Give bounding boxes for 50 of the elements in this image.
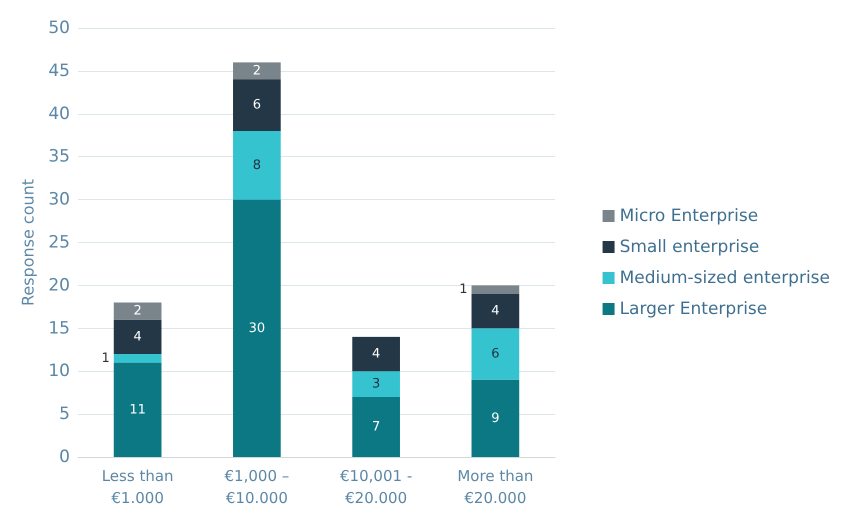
y-tick-label: 10 xyxy=(48,361,70,382)
bar xyxy=(233,62,281,80)
data-label: 30 xyxy=(248,320,266,336)
y-tick-label: 25 xyxy=(48,232,70,252)
data-label: 4 xyxy=(372,346,380,362)
data-label: 8 xyxy=(252,158,262,173)
data-label: 7 xyxy=(372,419,380,434)
bar xyxy=(472,328,520,380)
y-axis-title: Response count xyxy=(18,178,38,306)
data-label: 4 xyxy=(133,329,142,344)
bar xyxy=(352,336,400,372)
data-label: 9 xyxy=(491,410,500,426)
y-tick-label: 5 xyxy=(59,404,70,424)
x-tick-label: Less than €1.000 xyxy=(102,467,174,507)
legend-label: Micro Enterprise xyxy=(620,206,758,226)
legend-label: Medium-sized enterprise xyxy=(620,268,830,288)
bar xyxy=(114,354,162,363)
data-label: 6 xyxy=(491,346,500,362)
bar xyxy=(472,294,520,328)
bar xyxy=(472,285,520,294)
data-label: 11 xyxy=(129,402,146,418)
bar xyxy=(233,130,281,200)
data-label: 4 xyxy=(491,304,500,319)
bar xyxy=(233,200,281,457)
y-tick-label: 15 xyxy=(48,318,70,338)
data-label: 2 xyxy=(252,63,262,78)
y-tick-label: 40 xyxy=(48,104,70,124)
y-tick-label: 20 xyxy=(48,275,70,296)
bar xyxy=(233,79,281,131)
legend-label: Larger Enterprise xyxy=(620,299,768,319)
data-label: 1 xyxy=(459,282,468,298)
y-tick-label: 45 xyxy=(48,60,70,81)
y-tick-label: 35 xyxy=(48,146,70,167)
bar xyxy=(114,362,162,457)
x-tick-label: €1,000 – €10.000 xyxy=(224,467,290,507)
data-label: 3 xyxy=(372,376,380,392)
bar xyxy=(114,302,162,320)
bar xyxy=(352,371,400,397)
data-label: 2 xyxy=(133,304,142,319)
x-tick-label: €10,001 - €20.000 xyxy=(340,467,412,507)
y-tick-label: 50 xyxy=(48,18,70,38)
data-label: 1 xyxy=(101,350,110,366)
bar xyxy=(352,396,400,457)
legend-label: Small enterprise xyxy=(620,237,760,257)
x-tick-label: More than €20.000 xyxy=(457,467,534,507)
data-label: 6 xyxy=(252,98,262,113)
bar xyxy=(114,320,162,354)
y-tick-label: 30 xyxy=(48,190,70,210)
y-tick-label: 0 xyxy=(59,447,70,467)
bar xyxy=(472,380,520,457)
